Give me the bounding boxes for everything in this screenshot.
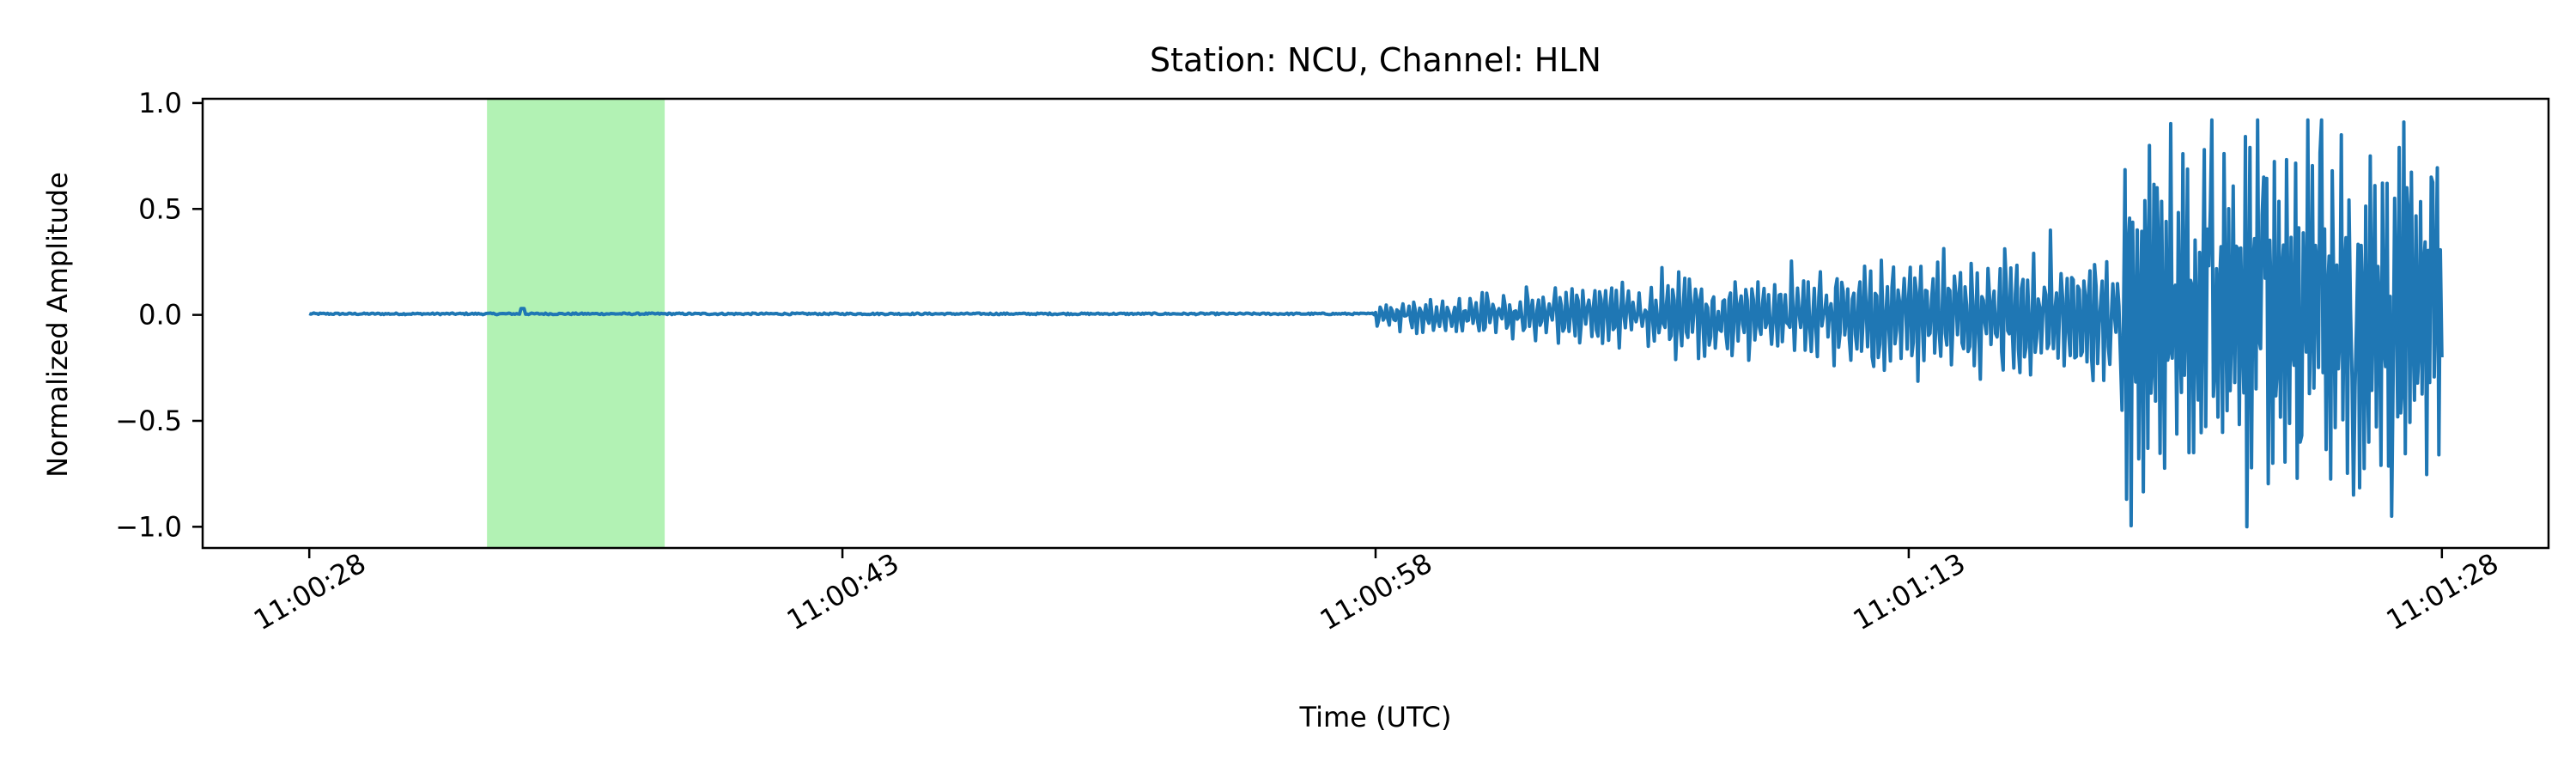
y-tick-label: −0.5	[115, 405, 182, 437]
y-tick-label: 0.5	[138, 192, 182, 225]
y-tick-label: 1.0	[138, 87, 182, 119]
plot-area	[201, 97, 2550, 550]
waveform-line	[308, 118, 2444, 529]
x-axis-title: Time (UTC)	[1299, 701, 1452, 733]
chart-title: Station: NCU, Channel: HLN	[1150, 41, 1601, 79]
y-tick-label: −1.0	[115, 510, 182, 543]
y-tick-label: 0.0	[138, 299, 182, 332]
highlight-window	[487, 99, 665, 548]
y-axis: 1.0 0.5 0.0 −0.5 −1.0	[115, 87, 203, 543]
y-axis-title: Normalized Amplitude	[41, 172, 74, 478]
